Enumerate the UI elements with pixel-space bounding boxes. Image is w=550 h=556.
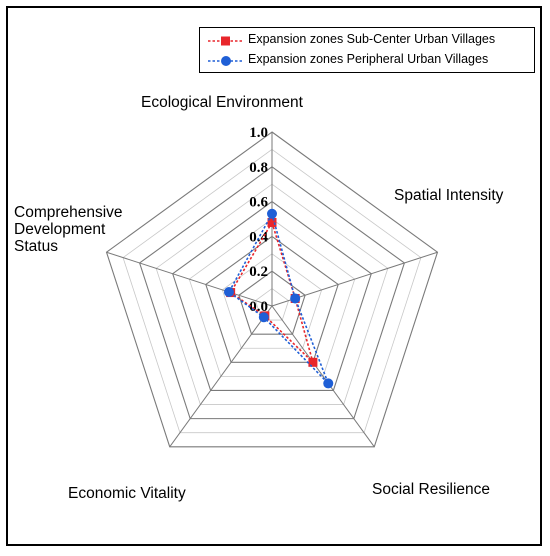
tick-label: 1.0	[249, 125, 268, 141]
axis-labels: Ecological Environment Spatial Intensity S…	[14, 94, 504, 502]
grid-spoke	[271, 305, 375, 448]
series-1	[223, 208, 334, 389]
data-point-circle	[267, 208, 277, 219]
tick-labels: 0.0 0.2 0.4 0.6 0.8 1.0	[249, 125, 268, 315]
tick-label: 0.8	[249, 160, 268, 176]
legend-swatch-square-icon	[208, 36, 244, 46]
data-point-circle	[258, 312, 269, 323]
tick-label: 0.6	[249, 195, 268, 211]
legend-swatch-circle-icon	[208, 56, 244, 66]
grid-spoke	[106, 251, 273, 307]
grid-ring	[172, 200, 372, 392]
grid-ring	[138, 166, 406, 420]
grid-ring	[205, 235, 339, 363]
series-line	[229, 220, 315, 365]
axis-label: Development	[14, 221, 106, 238]
legend-label-peripheral: Expansion zones Peripheral Urban Village…	[248, 52, 489, 66]
tick-label: 0.0	[249, 299, 268, 315]
grid-ring	[155, 183, 389, 405]
grid-spoke	[169, 305, 273, 448]
data-point-circle	[290, 293, 301, 304]
legend: Expansion zones Sub-Center Urban Village…	[199, 27, 535, 73]
tick-label: 0.4	[249, 229, 268, 245]
series-line	[227, 211, 329, 384]
axis-label: Ecological Environment	[141, 94, 304, 111]
grid-ring	[122, 148, 422, 434]
legend-item-peripheral: Expansion zones Peripheral Urban Village…	[200, 51, 534, 71]
axis-label: Spatial Intensity	[394, 187, 504, 204]
chart-frame	[6, 6, 542, 546]
axis-label: Social Resilience	[372, 481, 490, 498]
axis-label: Status	[14, 238, 58, 255]
axis-label: Comprehensive	[14, 204, 123, 221]
legend-label-sub-center: Expansion zones Sub-Center Urban Village…	[248, 32, 496, 46]
series-layer	[223, 208, 334, 389]
data-point-circle	[323, 378, 334, 389]
data-point-square	[267, 217, 277, 227]
tick-label: 0.2	[249, 264, 268, 280]
grid-ring	[105, 131, 439, 448]
axis-label: Economic Vitality	[68, 485, 186, 502]
data-point-circle	[223, 287, 234, 298]
grid-ring	[188, 218, 356, 377]
legend-item-sub-center: Expansion zones Sub-Center Urban Village…	[200, 31, 534, 51]
data-point-square	[308, 357, 318, 367]
grid-ring	[238, 270, 306, 335]
radar-grid	[105, 131, 439, 448]
grid-ring	[221, 253, 323, 349]
grid-ring	[254, 288, 290, 321]
